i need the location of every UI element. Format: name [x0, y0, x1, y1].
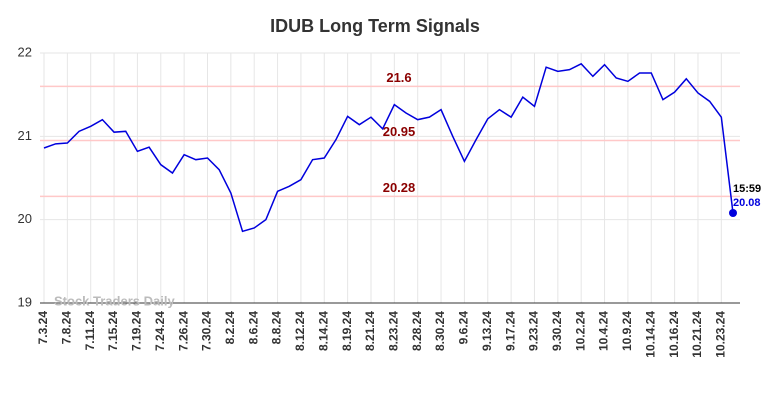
x-tick-label: 8.8.24	[270, 311, 284, 345]
x-tick-label: 10.4.24	[597, 311, 611, 351]
watermark: Stock Traders Daily	[54, 293, 175, 308]
x-tick-label: 8.23.24	[387, 311, 401, 351]
x-tick-label: 8.14.24	[316, 311, 330, 351]
x-tick-label: 9.17.24	[503, 311, 517, 351]
x-tick-label: 10.23.24	[713, 311, 727, 358]
last-value: 20.08	[733, 197, 761, 209]
chart-title: IDUB Long Term Signals	[270, 16, 480, 36]
x-tick-label: 8.19.24	[340, 311, 354, 351]
x-tick-label: 7.26.24	[176, 311, 190, 351]
x-tick-label: 7.30.24	[200, 311, 214, 351]
x-tick-label: 9.30.24	[550, 311, 564, 351]
x-tick-label: 7.3.24	[36, 311, 50, 345]
last-time: 15:59	[733, 183, 761, 195]
x-tick-label: 9.23.24	[527, 311, 541, 351]
signal-label: 20.95	[383, 124, 416, 139]
price-line	[43, 62, 734, 233]
x-tick-label: 10.21.24	[690, 311, 704, 358]
last-point	[729, 209, 737, 217]
signal-label: 21.6	[386, 70, 411, 85]
y-tick-label: 22	[18, 44, 32, 59]
x-tick-label: 8.6.24	[246, 311, 260, 345]
x-tick-label: 7.15.24	[106, 311, 120, 351]
x-tick-label: 7.8.24	[60, 311, 74, 345]
x-tick-label: 9.6.24	[457, 311, 471, 345]
y-tick-label: 20	[18, 211, 32, 226]
y-tick-label: 21	[18, 128, 32, 143]
x-tick-label: 7.24.24	[153, 311, 167, 351]
x-tick-label: 8.21.24	[363, 311, 377, 351]
x-tick-label: 7.19.24	[130, 311, 144, 351]
x-tick-label: 8.28.24	[410, 311, 424, 351]
x-tick-label: 10.9.24	[620, 311, 634, 351]
y-tick-label: 19	[18, 294, 32, 309]
x-tick-label: 10.2.24	[573, 311, 587, 351]
signal-label: 20.28	[383, 180, 416, 195]
x-tick-label: 7.11.24	[83, 311, 97, 351]
x-tick-label: 9.13.24	[480, 311, 494, 351]
x-tick-label: 10.14.24	[643, 311, 657, 358]
x-tick-label: 10.16.24	[667, 311, 681, 358]
x-tick-label: 8.30.24	[433, 311, 447, 351]
x-tick-label: 8.2.24	[223, 311, 237, 345]
x-tick-label: 8.12.24	[293, 311, 307, 351]
